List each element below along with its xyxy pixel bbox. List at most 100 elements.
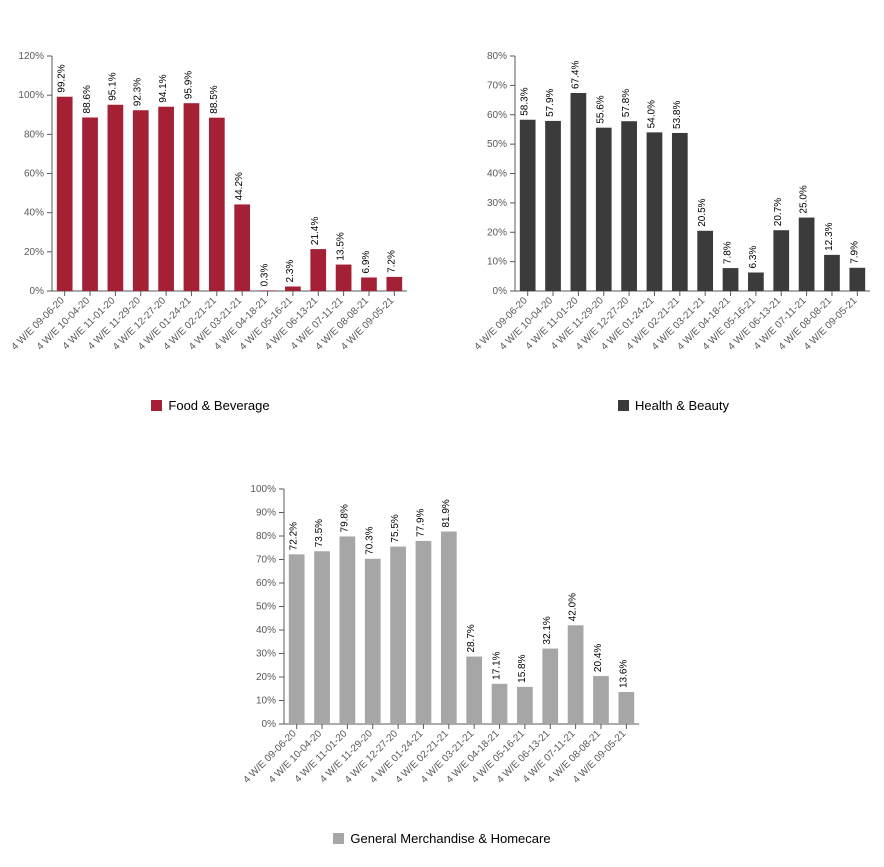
chart-block-health-beauty: 0%10%20%30%40%50%60%70%80%58.3%4 W/E 09-… (473, 10, 874, 413)
bar-value-label: 25.0% (799, 185, 810, 213)
bar (647, 132, 663, 291)
y-tick-label: 40% (487, 169, 507, 180)
chart-health-beauty: 0%10%20%30%40%50%60%70%80%58.3%4 W/E 09-… (473, 10, 874, 392)
bar (517, 687, 533, 724)
bar (82, 117, 98, 291)
bar-value-label: 99.2% (57, 64, 68, 92)
bar-value-label: 7.9% (849, 241, 860, 264)
bar-value-label: 58.3% (520, 87, 531, 115)
bar-value-label: 70.3% (364, 526, 375, 554)
bar-value-label: 17.1% (491, 651, 502, 679)
bar-value-label: 13.5% (336, 232, 347, 260)
bar-value-label: 88.5% (209, 85, 220, 113)
y-tick-label: 10% (255, 696, 275, 707)
bar (234, 204, 250, 291)
bar-value-label: 79.8% (339, 504, 350, 532)
legend-label-general-merch: General Merchandise & Homecare (350, 831, 550, 846)
bar (748, 272, 764, 291)
bar-value-label: 44.2% (234, 172, 245, 200)
bar-value-label: 42.0% (567, 593, 578, 621)
bar (621, 121, 637, 291)
y-tick-label: 100% (250, 484, 276, 495)
y-tick-label: 0% (493, 286, 508, 297)
y-tick-label: 80% (255, 531, 275, 542)
bar-value-label: 28.7% (466, 624, 477, 652)
bar-value-label: 21.4% (310, 217, 321, 245)
chart-svg: 0%20%40%60%80%100%120%99.2%4 W/E 09-06-2… (10, 10, 411, 387)
chart-general-merch: 0%10%20%30%40%50%60%70%80%90%100%72.2%4 … (242, 443, 643, 825)
chart-svg: 0%10%20%30%40%50%60%70%80%58.3%4 W/E 09-… (473, 10, 874, 387)
bar-value-label: 6.3% (748, 246, 759, 269)
bar (57, 97, 73, 291)
bar (390, 547, 406, 724)
y-tick-label: 20% (24, 247, 44, 258)
bar-value-label: 32.1% (542, 616, 553, 644)
bar (672, 133, 688, 291)
y-tick-label: 60% (255, 578, 275, 589)
legend-general-merch: General Merchandise & Homecare (333, 831, 550, 846)
y-tick-label: 10% (487, 257, 507, 268)
bar-value-label: 72.2% (288, 522, 299, 550)
bar (542, 649, 558, 724)
bar (108, 105, 124, 291)
bar (618, 692, 634, 724)
y-tick-label: 20% (255, 672, 275, 683)
bar-value-label: 7.2% (386, 250, 397, 273)
bar-value-label: 73.5% (314, 519, 325, 547)
y-tick-label: 40% (24, 208, 44, 219)
bar (824, 255, 840, 291)
bar (310, 249, 326, 291)
bar (361, 277, 377, 291)
y-tick-label: 20% (487, 227, 507, 238)
bar (723, 268, 739, 291)
bar (314, 551, 330, 724)
bar-value-label: 92.3% (133, 78, 144, 106)
y-tick-label: 60% (24, 169, 44, 180)
y-tick-label: 40% (255, 625, 275, 636)
bar-value-label: 55.6% (596, 95, 607, 123)
y-tick-label: 80% (487, 51, 507, 62)
y-tick-label: 30% (255, 649, 275, 660)
bar (567, 625, 583, 724)
bar (184, 103, 200, 291)
y-tick-label: 0% (261, 719, 276, 730)
bar (773, 230, 789, 291)
legend-swatch-food-beverage (151, 400, 162, 411)
bar (545, 121, 561, 291)
bar-value-label: 57.8% (621, 89, 632, 117)
chart-block-general-merch: 0%10%20%30%40%50%60%70%80%90%100%72.2%4 … (242, 443, 643, 846)
bar-value-label: 13.6% (618, 660, 629, 688)
bottom-row: 0%10%20%30%40%50%60%70%80%90%100%72.2%4 … (10, 443, 874, 846)
bar-value-label: 12.3% (824, 222, 835, 250)
bar-value-label: 75.5% (390, 514, 401, 542)
y-tick-label: 0% (30, 286, 45, 297)
bar-value-label: 6.9% (361, 251, 372, 274)
bar-value-label: 7.8% (723, 241, 734, 264)
bar (491, 684, 507, 724)
bar-value-label: 20.7% (773, 198, 784, 226)
y-tick-label: 100% (18, 90, 44, 101)
y-tick-label: 70% (255, 555, 275, 566)
y-tick-label: 50% (255, 602, 275, 613)
bar-value-label: 20.5% (697, 198, 708, 226)
bar-value-label: 95.9% (183, 71, 194, 99)
y-tick-label: 30% (487, 198, 507, 209)
bar-value-label: 67.4% (570, 61, 581, 89)
chart-svg: 0%10%20%30%40%50%60%70%80%90%100%72.2%4 … (242, 443, 643, 820)
bar (593, 676, 609, 724)
bar-value-label: 20.4% (592, 644, 603, 672)
bar-value-label: 57.9% (545, 88, 556, 116)
y-tick-label: 50% (487, 139, 507, 150)
bar-value-label: 94.1% (158, 74, 169, 102)
bar (364, 559, 380, 724)
bar (260, 290, 276, 291)
legend-swatch-health-beauty (618, 400, 629, 411)
bar-value-label: 81.9% (440, 499, 451, 527)
legend-health-beauty: Health & Beauty (618, 398, 729, 413)
bar (697, 231, 713, 291)
bar-value-label: 2.3% (285, 260, 296, 283)
legend-label-food-beverage: Food & Beverage (168, 398, 269, 413)
legend-label-health-beauty: Health & Beauty (635, 398, 729, 413)
legend-swatch-general-merch (333, 833, 344, 844)
y-tick-label: 90% (255, 508, 275, 519)
